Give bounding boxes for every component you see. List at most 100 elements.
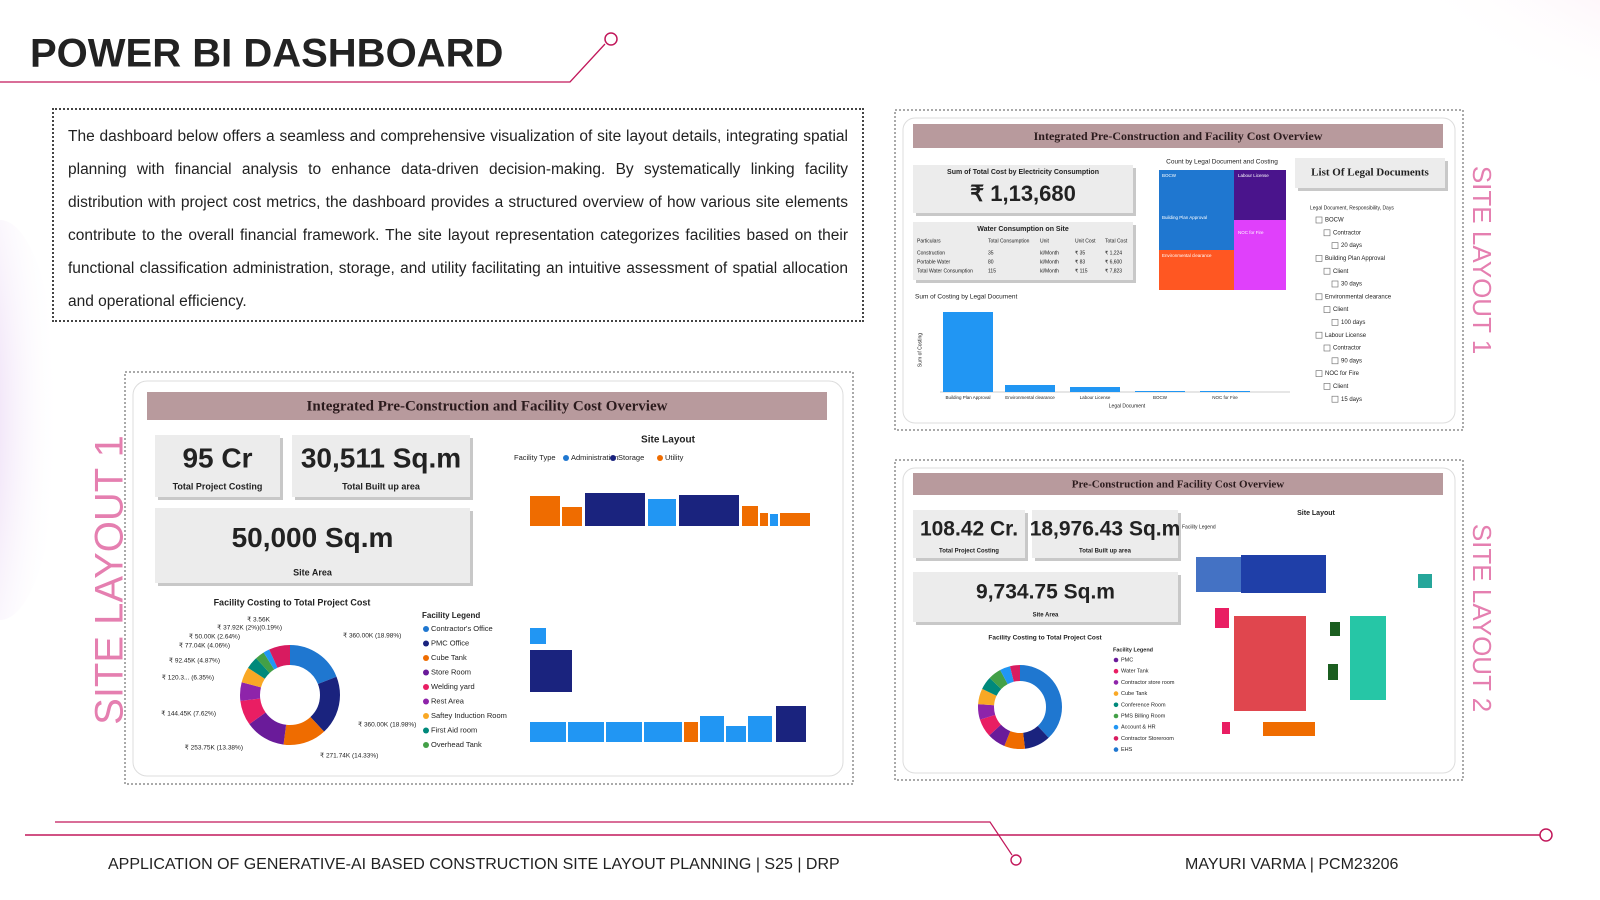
checkbox [1331,280,1339,288]
layout-block [776,706,806,742]
layout-block [648,499,676,526]
bar [1005,385,1055,392]
list-item: Client [1333,269,1349,275]
layout-block [530,496,560,526]
kpi-card [913,222,1133,280]
kpi-label: Site Area [293,567,333,577]
checkbox [1331,319,1339,326]
legend-dot [423,640,429,647]
data-label: ₹ 120.3... (6.35%) [162,674,214,682]
checkbox [1331,242,1339,249]
legend-dot [1113,668,1119,674]
layout-block [1234,616,1306,711]
data-label: ₹ 77.04K (4.06%) [179,642,230,650]
list-item: 20 days [1341,243,1362,249]
list-item: Building Plan Approval [1325,256,1385,262]
bar [1200,391,1250,392]
legend-dot [423,742,429,748]
checkbox [1331,395,1339,403]
legend-item: Cube Tank [431,653,467,662]
table-cell: ₹ 83 [1075,259,1085,265]
panel-title: Pre-Construction and Facility Cost Overv… [1072,479,1284,491]
layout-block [748,716,772,742]
checkbox [1323,229,1331,237]
x-tick-label: BOCW [1153,395,1168,400]
layout-block [644,722,682,742]
legend-item: Cube Tank [1121,691,1147,697]
panel-frame [124,371,854,785]
glow [0,220,60,620]
panel-title: Integrated Pre-Construction and Facility… [1034,129,1323,143]
donut-segment [978,665,1062,749]
list-item: Contractor [1333,230,1361,236]
data-label: ₹ 37.92K (2%)(0.19%) [217,624,282,632]
legend-dot [1113,713,1119,719]
table-cell: kl/Month [1040,250,1059,256]
layout-block [568,722,604,742]
legend-dot [423,626,429,632]
legend-dot [1113,724,1119,730]
layout-block [1330,622,1340,636]
legend-item: Administration [571,453,619,462]
checkbox [1323,383,1331,390]
list-header: Legal Document, Responsibility, Days [1310,205,1394,211]
list-item: Client [1333,384,1349,390]
treemap-tile [1234,220,1286,290]
checkbox [1315,370,1323,377]
bar [1070,387,1120,392]
layout-block [1350,616,1386,700]
table-cell: ₹ 35 [1075,250,1085,256]
data-label: ₹ 3.56K [247,616,271,624]
kpi-label: Site Area [1033,613,1059,619]
kpi-value: ₹ 1,13,680 [970,181,1076,206]
kpi-card [155,435,280,497]
treemap-tile [1159,170,1234,250]
checkbox [1331,357,1339,365]
table-cell: kl/Month [1040,259,1059,265]
layout-block [1328,664,1338,680]
legend-item: PMC [1121,657,1133,663]
legend-dot [657,455,663,461]
treemap-label: Building Plan Approval [1162,215,1207,220]
chart-title: Site Layout [641,435,696,446]
layout-block [530,650,572,692]
table-cell: ₹ 115 [1075,268,1088,274]
kpi-label: Sum of Total Cost by Electricity Consump… [947,169,1099,176]
checkbox [1323,344,1331,352]
layout-block [1241,555,1326,593]
legend-item: Water Tank [1121,669,1149,675]
title-bar [147,392,827,420]
list-item: BOCW [1325,218,1344,224]
data-label: ₹ 271.74K (14.33%) [320,752,378,760]
layout-block [562,507,582,526]
bar [1135,391,1185,392]
chart-title: Count by Legal Document and Costing [1166,159,1278,166]
table-cell: Construction [917,250,945,256]
axis-title: Sum of Costing [917,333,923,367]
side-label: SITE LAYOUT 1 [1467,166,1497,354]
legend-dot [423,727,429,734]
table-header: Unit Cost [1075,238,1096,244]
legend-item: Contractor store room [1121,680,1175,686]
legend-title: Facility Type [514,453,556,462]
rule-dot [1539,828,1553,842]
list-item: 100 days [1341,320,1365,326]
table-cell: 115 [988,268,996,274]
layout-block [585,493,645,526]
layout-block [1263,722,1315,736]
table-cell: 80 [988,259,994,265]
footer-left: APPLICATION OF GENERATIVE-AI BASED CONST… [108,856,840,873]
layout-block [684,722,698,742]
layout-block [679,495,739,526]
legend-dot [610,455,616,461]
list-item: 15 days [1341,397,1362,403]
layout-block [770,514,778,526]
checkbox [1315,255,1323,262]
table-cell: Portable Water [917,259,950,265]
legend-title: Facility Legend [1182,524,1216,530]
kpi-label: Total Project Costing [173,481,263,491]
layout-block [1196,557,1241,592]
legend-dot [423,684,429,690]
